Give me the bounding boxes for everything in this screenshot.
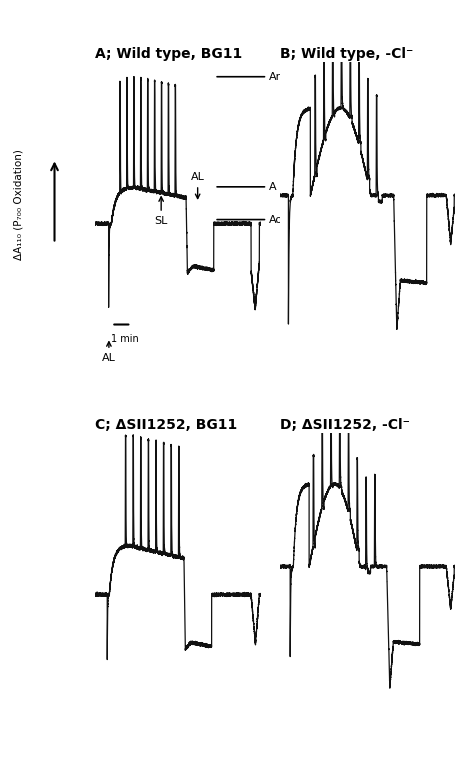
Text: 1 min: 1 min <box>111 334 139 343</box>
Text: SL: SL <box>155 197 168 226</box>
Text: C; ΔSII1252, BG11: C; ΔSII1252, BG11 <box>95 417 237 431</box>
Text: D; ΔSII1252, -Cl⁻: D; ΔSII1252, -Cl⁻ <box>280 417 410 431</box>
Text: A: A <box>269 182 277 192</box>
Text: ΔA₁₁₀ (P₇₀₀ Oxidation): ΔA₁₁₀ (P₇₀₀ Oxidation) <box>14 149 24 261</box>
Text: A; Wild type, BG11: A; Wild type, BG11 <box>95 46 242 60</box>
Text: AL: AL <box>191 172 205 199</box>
Text: Am': Am' <box>269 72 291 82</box>
Text: AL: AL <box>102 342 116 363</box>
Text: B; Wild type, -Cl⁻: B; Wild type, -Cl⁻ <box>280 46 413 60</box>
Text: Ao': Ao' <box>269 215 286 225</box>
